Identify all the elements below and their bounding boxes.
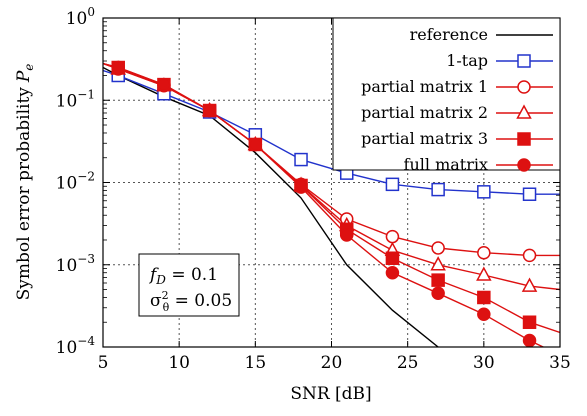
x-tick-label: 15 xyxy=(245,353,267,373)
annotation-line-2: σ2 θ = 0.05 xyxy=(150,289,232,314)
series-5-point xyxy=(385,265,400,280)
series-3-point xyxy=(430,256,446,271)
annotation-symbol-sigma: σ xyxy=(150,291,162,311)
series-5-point xyxy=(202,103,217,118)
series-2-point xyxy=(431,241,445,255)
x-axis-title: SNR [dB] xyxy=(290,384,371,404)
series-5-point xyxy=(339,228,354,242)
series-4-point xyxy=(385,251,400,265)
series-layer xyxy=(103,62,560,347)
y-tick-label: 100 xyxy=(66,5,95,29)
series-5-point xyxy=(111,60,125,75)
annotation-sub-d: D xyxy=(155,273,166,287)
series-1-point xyxy=(385,177,400,192)
legend-marker-5 xyxy=(517,158,531,172)
annotation-sup-2: 2 xyxy=(162,289,169,302)
series-line-1 xyxy=(103,69,560,195)
y-axis-title-subscript: e xyxy=(22,64,36,71)
annotation-value-2: = 0.05 xyxy=(169,291,232,311)
x-tick-label: 35 xyxy=(549,353,571,373)
annotation-line-1: fD = 0.1 xyxy=(148,265,218,287)
parameter-annotation: fD = 0.1 σ2 θ = 0.05 xyxy=(138,253,240,317)
series-1-point xyxy=(294,152,308,167)
annotation-box xyxy=(138,253,240,317)
series-4-point xyxy=(477,290,491,305)
y-tick-label: 10−3 xyxy=(56,252,95,276)
series-2-point xyxy=(522,248,537,263)
series-5-point xyxy=(157,77,171,92)
series-5-point xyxy=(294,180,308,194)
y-axis-title: Symbol error probability Pe xyxy=(14,64,36,301)
series-5-point xyxy=(248,137,263,152)
legend-label-1: 1-tap xyxy=(446,51,488,70)
legend-label-4: partial matrix 3 xyxy=(361,129,488,148)
series-3-point xyxy=(476,266,492,281)
series-line-0 xyxy=(103,66,439,347)
annotation-value-1: = 0.1 xyxy=(166,265,218,285)
y-tick-label: 10−4 xyxy=(56,334,96,358)
series-4-point xyxy=(431,273,445,287)
series-5-point xyxy=(431,286,445,301)
y-tick-label: 10−1 xyxy=(56,87,95,111)
legend-marker-1 xyxy=(517,54,531,68)
series-1-point xyxy=(522,187,537,201)
legend-marker-2 xyxy=(517,80,531,94)
series-1-point xyxy=(431,182,445,197)
series-line-5 xyxy=(103,62,545,347)
series-line-3 xyxy=(103,62,560,291)
x-tick-label: 25 xyxy=(397,353,419,373)
series-1-point xyxy=(477,185,491,199)
legend: reference 1-tap partial matrix 1 partial ma… xyxy=(332,17,561,174)
series-2-point xyxy=(385,229,400,244)
legend-marker-4 xyxy=(517,132,531,146)
y-tick-label: 10−2 xyxy=(56,170,95,194)
legend-label-2: partial matrix 1 xyxy=(361,77,488,96)
legend-label-5: full matrix xyxy=(404,155,488,174)
x-tick-label: 10 xyxy=(168,353,190,373)
annotation-sub-theta: θ xyxy=(163,301,170,314)
annotation-symbol-fd: f xyxy=(148,265,159,285)
y-axis-title-symbol: P xyxy=(14,70,34,83)
x-tick-label: 5 xyxy=(98,353,109,373)
series-4-point xyxy=(522,315,537,329)
x-tick-label: 30 xyxy=(473,353,495,373)
legend-label-3: partial matrix 2 xyxy=(361,103,488,122)
series-3-point xyxy=(521,277,538,292)
x-tick-label: 20 xyxy=(321,353,343,373)
marker-layer xyxy=(110,60,538,348)
legend-marker-3 xyxy=(516,104,532,119)
y-axis-title-text: Symbol error probability xyxy=(14,87,34,301)
series-5-point xyxy=(477,307,491,322)
legend-label-0: reference xyxy=(410,25,488,44)
series-2-point xyxy=(477,245,491,260)
series-5-point xyxy=(522,333,537,348)
